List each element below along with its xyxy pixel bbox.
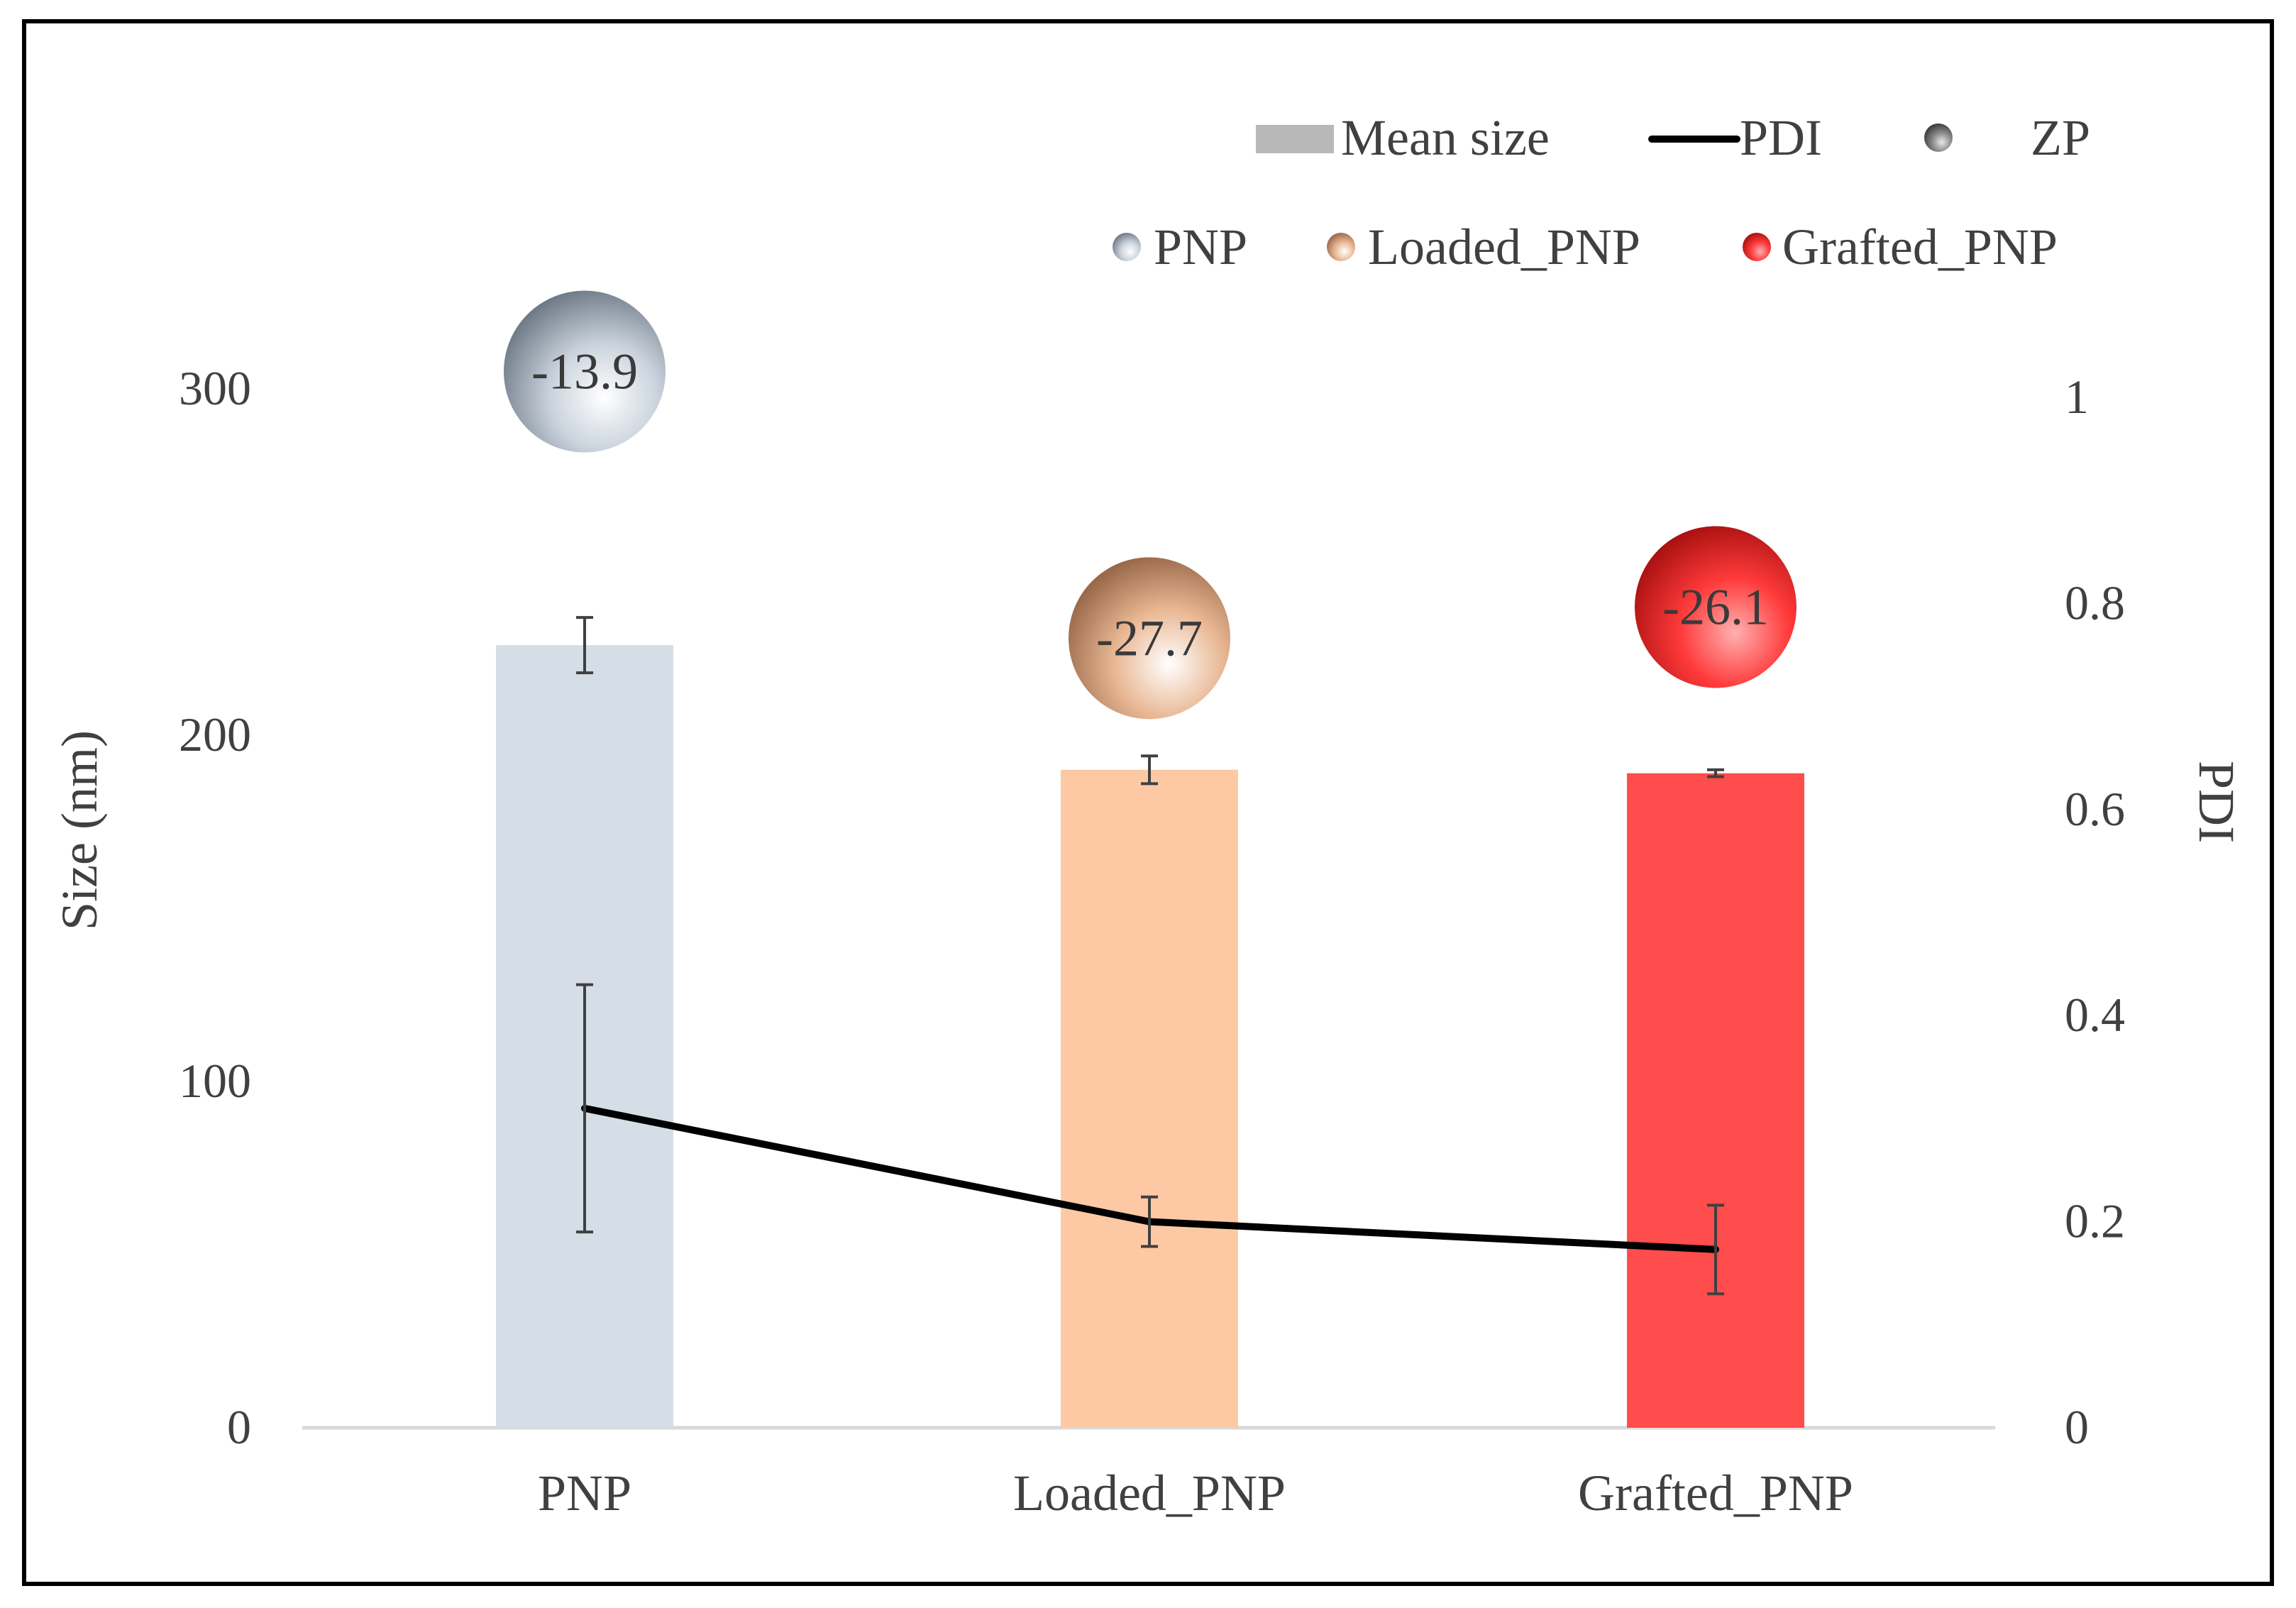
- legend-label-loaded-pnp: Loaded_PNP: [1368, 219, 1640, 275]
- y-axis-title: Size (nm): [51, 730, 108, 930]
- legend-item-grafted-pnp: Grafted_PNP: [1743, 219, 2058, 275]
- y2-tick-label-1: 1: [2065, 370, 2089, 424]
- y-axis-ticks: 0 100 200 300: [179, 361, 251, 1454]
- x-category-label-grafted-pnp: Grafted_PNP: [1578, 1465, 1853, 1521]
- legend-label-pdi: PDI: [1740, 109, 1822, 166]
- bar-loaded-pnp: [1061, 769, 1238, 1428]
- zp-sphere-shape: [1069, 557, 1230, 720]
- y2-axis-title: PDI: [2188, 761, 2245, 843]
- y2-tick-label-0.4: 0.4: [2065, 988, 2125, 1042]
- legend-item-loaded-pnp: Loaded_PNP: [1327, 219, 1640, 275]
- legend-item-pnp: PNP: [1113, 219, 1247, 275]
- legend-item-zp: ZP: [1924, 109, 2090, 166]
- zp-sphere-grafted-pnp: -26.1: [1635, 526, 1796, 688]
- legend-swatch-zp: [1924, 123, 1953, 152]
- zp-sphere-label: -27.7: [1096, 610, 1203, 666]
- y-tick-label-200: 200: [179, 707, 251, 761]
- bar-error-bars: [576, 616, 1724, 786]
- pdi-error-loaded-pnp: [1141, 1195, 1158, 1248]
- zp-sphere-shape: [504, 290, 666, 453]
- legend-label-pnp: PNP: [1154, 219, 1247, 275]
- x-axis-categories: PNP Loaded_PNP Grafted_PNP: [538, 1465, 1853, 1521]
- y-tick-label-0: 0: [227, 1400, 251, 1454]
- y-tick-label-100: 100: [179, 1054, 251, 1108]
- y2-tick-label-0.8: 0.8: [2065, 576, 2125, 629]
- zp-sphere-label: -26.1: [1662, 578, 1769, 635]
- legend-item-mean-size: Mean size: [1256, 109, 1550, 166]
- y2-tick-label-0: 0: [2065, 1400, 2089, 1454]
- legend-swatch-grafted-pnp: [1743, 233, 1771, 261]
- zp-spheres: -13.9 -27.7 -26.1: [504, 290, 1796, 720]
- legend-swatch-loaded-pnp: [1327, 233, 1355, 261]
- y2-tick-label-0.6: 0.6: [2065, 782, 2125, 836]
- bar-grafted-pnp: [1627, 773, 1804, 1428]
- zp-sphere-pnp: -13.9: [504, 290, 666, 453]
- pdi-error-grafted-pnp: [1707, 1204, 1724, 1296]
- y2-tick-label-0.2: 0.2: [2065, 1194, 2125, 1248]
- legend-label-mean-size: Mean size: [1341, 109, 1550, 166]
- legend: Mean size PDI ZP PNP Loaded_PNP Grafted_…: [1113, 109, 2090, 275]
- bar-error-loaded-pnp: [1141, 754, 1158, 786]
- legend-item-pdi: PDI: [1648, 109, 1822, 166]
- legend-swatch-pnp: [1113, 233, 1141, 261]
- bar-error-grafted-pnp: [1707, 768, 1724, 778]
- legend-swatch-mean-size: [1256, 125, 1334, 153]
- pdi-error-pnp: [576, 983, 593, 1234]
- y2-axis-ticks: 0 0.2 0.4 0.6 0.8 1: [2065, 370, 2125, 1454]
- zp-sphere-shape: [1635, 526, 1796, 688]
- x-category-label-pnp: PNP: [538, 1465, 631, 1521]
- zp-sphere-loaded-pnp: -27.7: [1069, 557, 1230, 720]
- bar-error-pnp: [576, 616, 593, 675]
- x-category-label-loaded-pnp: Loaded_PNP: [1013, 1465, 1286, 1521]
- legend-label-grafted-pnp: Grafted_PNP: [1782, 219, 2058, 275]
- zp-sphere-label: -13.9: [531, 343, 638, 400]
- y-tick-label-300: 300: [179, 361, 251, 415]
- legend-label-zp: ZP: [2031, 109, 2090, 166]
- pdi-series: [576, 983, 1724, 1296]
